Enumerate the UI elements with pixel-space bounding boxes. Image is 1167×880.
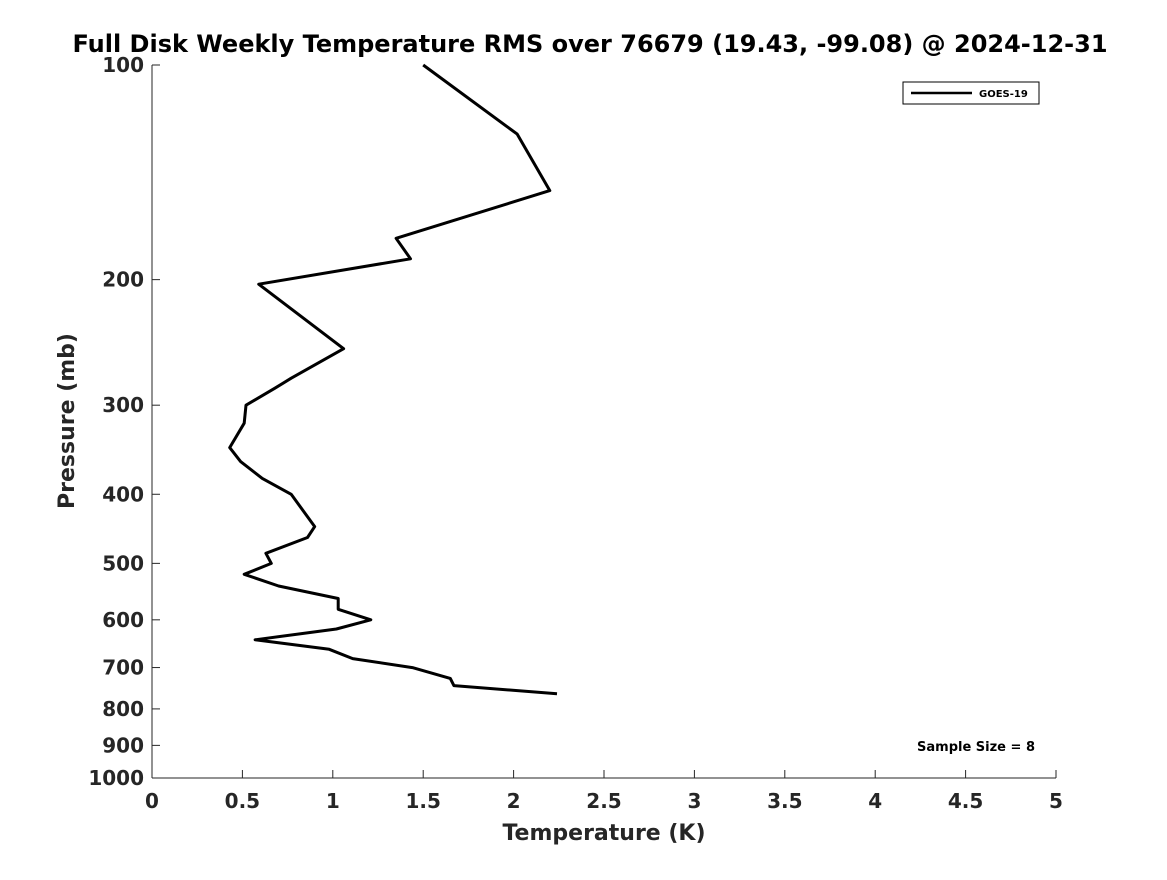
legend: GOES-19 [903, 82, 1039, 104]
y-tick-label: 500 [102, 551, 144, 575]
y-tick-label: 800 [102, 697, 144, 721]
x-tick-label: 3.5 [767, 789, 802, 813]
x-tick-label: 2 [507, 789, 521, 813]
y-tick-label: 600 [102, 608, 144, 632]
y-tick-label: 400 [102, 482, 144, 506]
x-tick-label: 5 [1049, 789, 1063, 813]
y-tick-label: 1000 [88, 766, 144, 790]
x-axis-ticks: 0 0.5 1 1.5 2 2.5 3 3.5 4 4.5 5 [145, 770, 1063, 813]
x-axis-label: Temperature (K) [502, 821, 705, 846]
series-group [230, 65, 557, 694]
x-tick-label: 4.5 [948, 789, 983, 813]
x-tick-label: 2.5 [586, 789, 621, 813]
y-tick-label: 200 [102, 268, 144, 292]
y-axis-label: Pressure (mb) [55, 333, 80, 509]
x-tick-label: 1 [326, 789, 340, 813]
legend-label-goes-19: GOES-19 [979, 89, 1028, 100]
y-tick-label: 100 [102, 53, 144, 77]
x-tick-label: 1.5 [405, 789, 440, 813]
y-axis-ticks: 100 200 300 400 500 600 700 800 900 1000 [88, 53, 160, 790]
series-line-goes-19 [230, 65, 557, 694]
chart-title: Full Disk Weekly Temperature RMS over 76… [72, 30, 1107, 58]
x-tick-label: 0 [145, 789, 159, 813]
plot-axes [152, 65, 1056, 778]
x-tick-label: 4 [868, 789, 882, 813]
x-tick-label: 3 [687, 789, 701, 813]
y-tick-label: 900 [102, 733, 144, 757]
y-tick-label: 300 [102, 393, 144, 417]
x-tick-label: 0.5 [225, 789, 260, 813]
y-tick-label: 700 [102, 656, 144, 680]
sample-size-annotation: Sample Size = 8 [917, 740, 1035, 755]
